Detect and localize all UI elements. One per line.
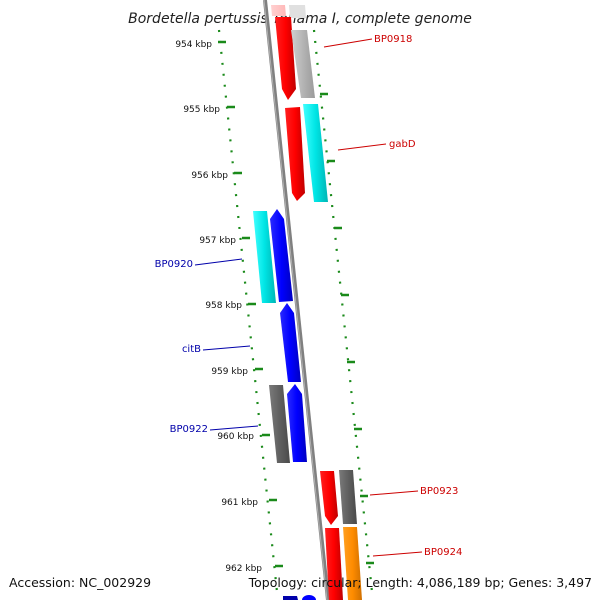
gene-BP0920-blue bbox=[270, 209, 293, 302]
gene-BP0918-grey bbox=[291, 30, 315, 98]
gene-label-citB: citB bbox=[182, 344, 201, 355]
gene-label-BP0918: BP0918 bbox=[374, 34, 412, 45]
ruler-major-ticks bbox=[218, 40, 283, 568]
genome-backbone bbox=[263, 0, 330, 600]
gene-feature-faded-2 bbox=[289, 5, 306, 18]
gene-BP0923-dark bbox=[339, 470, 357, 524]
gene-BP0924-orange bbox=[343, 527, 362, 600]
tick-label-954: 954 kbp bbox=[175, 40, 212, 50]
gene-BP0923-red bbox=[320, 471, 338, 525]
label-leader-lines bbox=[194, 38, 423, 557]
gene-feature-faded-1 bbox=[271, 5, 286, 16]
gene-features bbox=[253, 5, 362, 600]
gene-BP0920-cyan bbox=[253, 211, 276, 303]
gene-citB-blue bbox=[280, 303, 301, 382]
gene-label-BP0924: BP0924 bbox=[424, 547, 462, 558]
accession-text: Accession: NC_002929 bbox=[9, 575, 151, 590]
gene-feature-bottom-1 bbox=[283, 596, 298, 600]
gene-BP0924-red bbox=[325, 528, 343, 600]
gene-label-BP0920: BP0920 bbox=[155, 259, 193, 270]
gene-BP0922-dark bbox=[269, 385, 290, 463]
tick-label-960: 960 kbp bbox=[217, 432, 254, 442]
topology-text: Topology: circular; Length: 4,086,189 bp… bbox=[248, 575, 592, 590]
gene-feature-bottom-2 bbox=[302, 595, 316, 600]
ruler-tick-labels: 954 kbp 955 kbp 956 kbp 957 kbp 958 kbp … bbox=[175, 40, 262, 574]
tick-label-962: 962 kbp bbox=[225, 564, 262, 574]
gene-label-BP0923: BP0923 bbox=[420, 486, 458, 497]
tick-label-959: 959 kbp bbox=[211, 367, 248, 377]
gene-gabD-red bbox=[285, 107, 305, 201]
gene-BP0922-blue bbox=[287, 384, 307, 462]
gene-BP0918-red bbox=[275, 17, 296, 100]
gene-label-gabD: gabD bbox=[389, 139, 416, 150]
gene-gabD-cyan bbox=[303, 104, 328, 202]
tick-label-958: 958 kbp bbox=[205, 301, 242, 311]
gene-labels: BP0918 gabD BP0920 citB BP0922 BP0923 BP… bbox=[155, 34, 463, 558]
tick-label-955: 955 kbp bbox=[183, 105, 220, 115]
outer-track-ticks bbox=[320, 92, 374, 565]
tick-label-956: 956 kbp bbox=[191, 171, 228, 181]
gene-label-BP0922: BP0922 bbox=[170, 424, 208, 435]
tick-label-957: 957 kbp bbox=[199, 236, 236, 246]
tick-label-961: 961 kbp bbox=[221, 498, 258, 508]
map-title: Bordetella pertussis Tohama I, complete … bbox=[128, 11, 472, 27]
